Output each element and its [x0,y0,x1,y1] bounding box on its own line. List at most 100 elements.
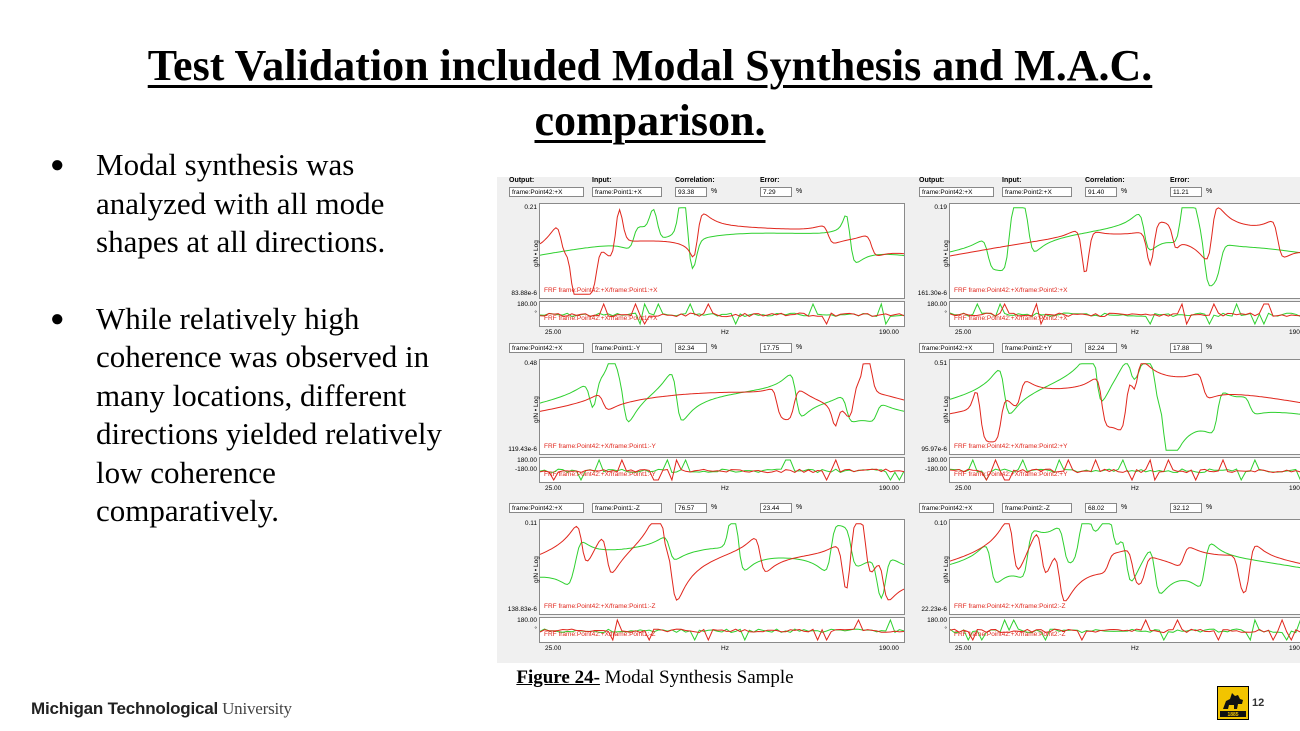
correlation-percent: % [1121,504,1128,511]
synthesized-phase-curve [539,458,905,482]
bullet-item: ● Modal synthesis was analyzed with all m… [50,147,386,259]
x-max-label: 190.00 [879,329,899,336]
y-max-label: 0.21 [524,204,537,211]
error-percent: % [796,504,803,511]
phase-curves [539,458,905,482]
correlation-percent: % [711,344,718,351]
frf-legend: FRF frame:Point42:+X/frame:Point1:-Y [544,443,656,450]
phase-curves [539,618,905,642]
frf-panel: frame:Point42:+X frame:Point1:-Z 76.57% 23.… [505,503,913,665]
error-field: 23.44 [760,503,792,513]
correlation-field: 82.34 [675,343,707,353]
x-max-label: 190.00 [1289,485,1300,492]
measured-phase-curve [539,618,905,642]
x-unit-label: Hz [1131,645,1139,652]
synthesized-frf-curve [539,363,905,423]
logo-bold-text: Michigan Technological [31,699,219,718]
x-min-label: 25.00 [545,645,562,652]
output-field: frame:Point42:+X [509,187,584,197]
modal-synthesis-figure: Output: Input: Correlation: Error: frame:Poi… [497,177,1300,663]
magnitude-plot: FRF frame:Point42:+X/frame:Point2:+X [949,203,1300,299]
magnitude-plot: FRF frame:Point42:+X/frame:Point1:-Y [539,359,905,455]
phase-top-label: 180.00 [517,457,537,464]
input-field: frame:Point2:-Z [1002,503,1072,513]
correlation-percent: % [711,188,718,195]
frf-legend: FRF frame:Point42:+X/frame:Point2:+Y [954,443,1068,450]
synthesized-phase-curve [539,618,905,642]
y-axis-label: g/N • Log [943,556,950,583]
synthesized-phase-curve [949,458,1300,482]
phase-bottom-label: ° [534,626,537,633]
x-max-label: 190.00 [1289,329,1300,336]
correlation-field: 76.57 [675,503,707,513]
measured-phase-curve [949,458,1300,482]
x-min-label: 25.00 [955,645,972,652]
bullet-list: ● Modal synthesis was analyzed with all m… [46,146,466,569]
husky-seal-icon: 1885 [1217,686,1249,720]
header-input: Input: [592,177,612,184]
magnitude-plot: FRF frame:Point42:+X/frame:Point2:-Z [949,519,1300,615]
synthesized-frf-curve [539,207,905,270]
phase-plot: FRF frame:Point42:+X/frame:Point1:+X [539,301,905,327]
phase-plot: FRF frame:Point42:+X/frame:Point2:+X [949,301,1300,327]
correlation-percent: % [711,504,718,511]
correlation-percent: % [1121,188,1128,195]
slide-title: Test Validation included Modal Synthesis… [0,38,1300,148]
output-field: frame:Point42:+X [919,187,994,197]
input-field: frame:Point2:+Y [1002,343,1072,353]
y-max-label: 0.10 [934,520,947,527]
x-min-label: 25.00 [545,485,562,492]
phase-bottom-label: ° [944,626,947,633]
error-field: 7.29 [760,187,792,197]
measured-frf-curve [949,207,1300,273]
phase-legend: FRF frame:Point42:+X/frame:Point1:-Y [544,471,656,478]
input-field: frame:Point1:-Y [592,343,662,353]
x-max-label: 190.00 [1289,645,1300,652]
phase-bottom-label: ° [944,310,947,317]
y-max-label: 0.19 [934,204,947,211]
measured-phase-curve [539,302,905,326]
magnitude-plot: FRF frame:Point42:+X/frame:Point2:+Y [949,359,1300,455]
x-min-label: 25.00 [955,329,972,336]
phase-legend: FRF frame:Point42:+X/frame:Point2:+Y [954,471,1068,478]
header-correlation: Correlation: [1085,177,1125,184]
error-percent: % [1206,344,1213,351]
frf-curves [949,363,1300,451]
synthesized-frf-curve [540,523,905,600]
error-percent: % [1206,188,1213,195]
phase-top-label: 180.00 [927,301,947,308]
figure-caption-label: Figure 24- [516,667,600,688]
x-min-label: 25.00 [955,485,972,492]
header-output: Output: [919,177,945,184]
frf-legend: FRF frame:Point42:+X/frame:Point1:+X [544,287,658,294]
header-correlation: Correlation: [675,177,715,184]
x-max-label: 190.00 [879,485,899,492]
input-field: frame:Point1:-Z [592,503,662,513]
synthesized-frf-curve [949,523,1300,594]
synthesized-phase-curve [949,618,1300,642]
error-field: 32.12 [1170,503,1202,513]
phase-legend: FRF frame:Point42:+X/frame:Point1:+X [544,315,658,322]
y-min-label: 22.23e-6 [921,606,947,613]
frf-panel: Output: Input: Correlation: Error: frame:Poi… [505,177,913,339]
phase-curves [949,618,1300,642]
error-percent: % [1206,504,1213,511]
y-axis-label: g/N • Log [943,240,950,267]
header-error: Error: [760,177,780,184]
correlation-percent: % [1121,344,1128,351]
slide-title-line1: Test Validation included Modal Synthesis… [147,41,1153,90]
logo-regular-text: University [218,699,292,718]
y-max-label: 0.48 [524,360,537,367]
frf-curves [949,523,1300,602]
y-max-label: 0.51 [934,360,947,367]
error-field: 11.21 [1170,187,1202,197]
x-unit-label: Hz [721,645,729,652]
y-axis-label: g/N • Log [533,556,540,583]
measured-frf-curve [539,207,905,295]
y-axis-label: g/N • Log [943,396,950,423]
frf-curves [539,207,905,295]
measured-frf-curve [949,523,1300,602]
phase-legend: FRF frame:Point42:+X/frame:Point1:-Z [544,631,656,638]
y-min-label: 161.30e-6 [917,290,947,297]
measured-phase-curve [949,618,1300,642]
